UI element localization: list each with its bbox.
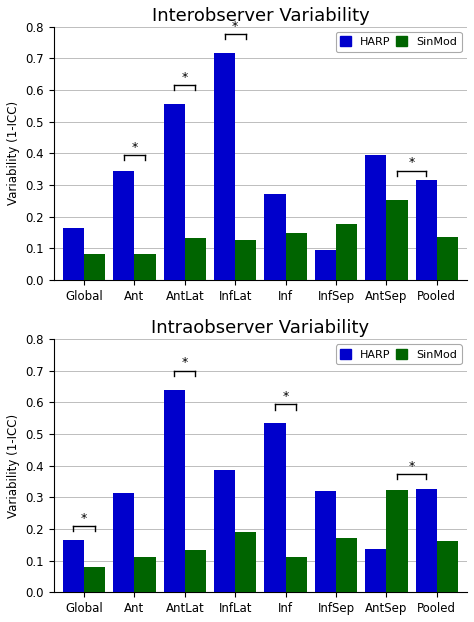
Legend: HARP, SinMod: HARP, SinMod [336, 32, 462, 52]
Bar [416, 490, 437, 592]
Bar [336, 224, 357, 280]
Text: *: * [182, 71, 188, 84]
Y-axis label: Variability (1-ICC): Variability (1-ICC) [7, 414, 20, 518]
Text: *: * [131, 141, 137, 154]
Bar [135, 254, 155, 280]
Bar [164, 390, 185, 592]
Bar [286, 557, 307, 592]
Bar [336, 538, 357, 592]
Bar [113, 493, 135, 592]
Bar [214, 53, 235, 280]
Bar [386, 490, 408, 592]
Bar [164, 104, 185, 280]
Bar [416, 180, 437, 280]
Bar [185, 238, 206, 280]
Bar [264, 195, 286, 280]
Legend: HARP, SinMod: HARP, SinMod [336, 345, 462, 364]
Bar [235, 532, 256, 592]
Bar [264, 423, 286, 592]
Bar [437, 236, 458, 280]
Text: *: * [182, 356, 188, 369]
Text: *: * [283, 390, 289, 403]
Text: *: * [409, 156, 415, 169]
Bar [84, 567, 105, 592]
Bar [235, 240, 256, 280]
Bar [63, 228, 84, 280]
Bar [286, 233, 307, 280]
Bar [365, 549, 386, 592]
Bar [135, 557, 155, 592]
Bar [315, 491, 336, 592]
Bar [63, 540, 84, 592]
Bar [84, 254, 105, 280]
Bar [365, 156, 386, 280]
Text: *: * [81, 511, 87, 524]
Bar [214, 470, 235, 592]
Y-axis label: Variability (1-ICC): Variability (1-ICC) [7, 101, 20, 205]
Bar [185, 550, 206, 592]
Bar [437, 541, 458, 592]
Bar [315, 250, 336, 280]
Text: *: * [409, 460, 415, 473]
Title: Intraobserver Variability: Intraobserver Variability [151, 319, 370, 337]
Bar [113, 170, 135, 280]
Text: *: * [232, 20, 238, 33]
Title: Interobserver Variability: Interobserver Variability [152, 7, 369, 25]
Bar [386, 200, 408, 280]
